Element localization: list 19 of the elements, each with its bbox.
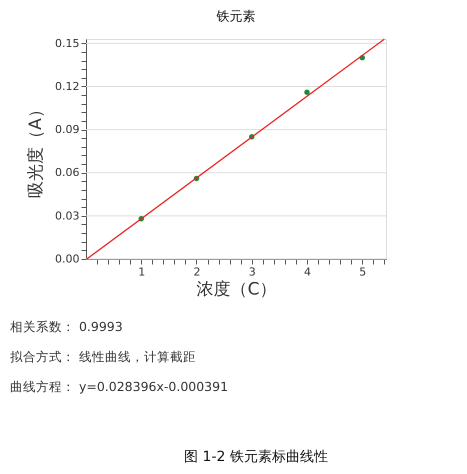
x-tick-label: 5 xyxy=(359,266,366,278)
y-tick-label: 0.06 xyxy=(55,166,80,180)
y-axis-title: 吸光度（A） xyxy=(26,101,46,198)
text: 曲线方程： y=0.028396x-0.000391 xyxy=(10,379,228,394)
x-tick-label: 3 xyxy=(248,266,256,278)
x-tick-label: 2 xyxy=(193,266,200,278)
y-tick-label: 0.03 xyxy=(55,209,80,222)
y-tick-label: 0.12 xyxy=(55,80,80,93)
chart-title: 铁元素 xyxy=(216,9,256,24)
x-tick-label: 1 xyxy=(138,266,146,278)
y-tick-label: 0.00 xyxy=(55,252,80,266)
point xyxy=(304,89,310,95)
y-tick-label: 0.09 xyxy=(55,123,80,136)
caption: 图 1-2 铁元素标曲线性 xyxy=(184,449,328,465)
text: 相关系数： 0.9993 xyxy=(10,319,123,334)
x-tick-label: 4 xyxy=(304,266,311,278)
text: 拟合方式： 线性曲线，计算截距 xyxy=(10,349,196,364)
x-axis-title: 浓度（C） xyxy=(196,280,276,300)
y-tick-label: 0.15 xyxy=(55,36,80,50)
